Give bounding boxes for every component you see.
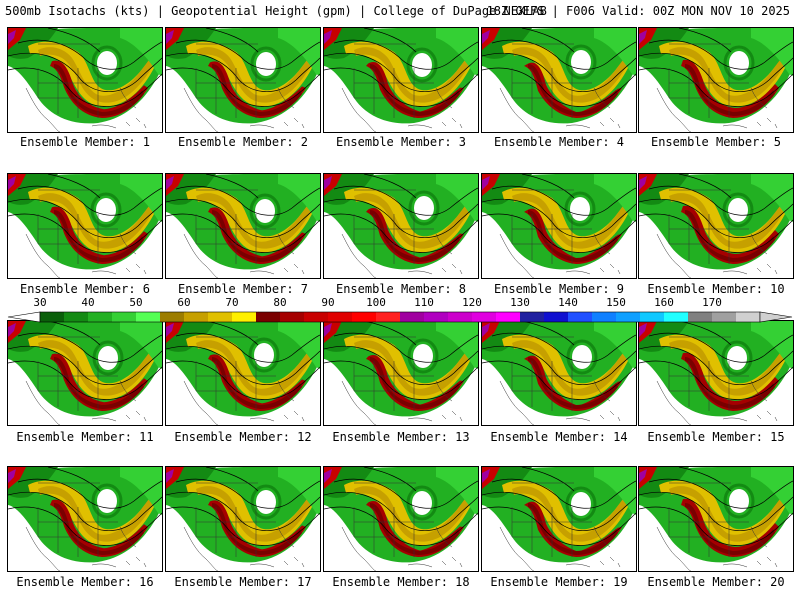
- ensemble-member-map: [165, 466, 321, 572]
- colorbar-swatch: [664, 312, 689, 322]
- colorbar-swatch: [688, 312, 713, 322]
- colorbar-tick-label: 130: [510, 296, 530, 309]
- colorbar-swatch: [376, 312, 401, 322]
- colorbar-tick-label: 160: [654, 296, 674, 309]
- ensemble-member-map: [323, 320, 479, 426]
- colorbar-swatch: [496, 312, 521, 322]
- colorbar-tick-label: 70: [225, 296, 239, 309]
- colorbar-swatch: [280, 312, 305, 322]
- ensemble-member-caption: Ensemble Member: 5: [650, 135, 782, 149]
- colorbar-tick-label: 30: [33, 296, 47, 309]
- colorbar-swatch: [544, 312, 569, 322]
- colorbar-swatch: [400, 312, 425, 322]
- ensemble-member-caption: Ensemble Member: 9: [493, 282, 625, 296]
- ensemble-member-caption: Ensemble Member: 8: [335, 282, 467, 296]
- product-title: 500mb Isotachs (kts) | Geopotential Heig…: [5, 4, 547, 18]
- ensemble-member-caption: Ensemble Member: 16: [16, 575, 154, 589]
- ensemble-member-map: [481, 466, 637, 572]
- colorbar-swatch: [136, 312, 161, 322]
- colorbar-tick-label: 40: [81, 296, 95, 309]
- ensemble-member-map: [638, 466, 794, 572]
- colorbar-swatch: [208, 312, 233, 322]
- ensemble-member-map: [481, 27, 637, 133]
- colorbar-labels: 30 40 50 60 70 80 90 100 110 120 130 140 150 160 170: [0, 296, 800, 318]
- ensemble-member-caption: Ensemble Member: 4: [493, 135, 625, 149]
- ensemble-member-caption: Ensemble Member: 19: [490, 575, 628, 589]
- ensemble-member-map: [165, 173, 321, 279]
- ensemble-member-map: [323, 27, 479, 133]
- colorbar-swatch: [448, 312, 473, 322]
- colorbar-swatch: [64, 312, 89, 322]
- colorbar-swatch: [112, 312, 137, 322]
- colorbar-swatch: [472, 312, 497, 322]
- ensemble-member-caption: Ensemble Member: 14: [490, 430, 628, 444]
- header: 500mb Isotachs (kts) | Geopotential Heig…: [0, 4, 800, 22]
- ensemble-member-map: [165, 27, 321, 133]
- ensemble-member-map: [481, 173, 637, 279]
- colorbar-swatch: [736, 312, 761, 322]
- ensemble-member-caption: Ensemble Member: 12: [174, 430, 312, 444]
- ensemble-member-caption: Ensemble Member: 6: [19, 282, 151, 296]
- colorbar-swatch: [304, 312, 329, 322]
- ensemble-member-caption: Ensemble Member: 13: [332, 430, 470, 444]
- colorbar-tick-label: 60: [177, 296, 191, 309]
- colorbar-swatch: [40, 312, 65, 322]
- ensemble-member-caption: Ensemble Member: 17: [174, 575, 312, 589]
- colorbar-swatch: [232, 312, 257, 322]
- ensemble-member-map: [638, 320, 794, 426]
- ensemble-member-caption: Ensemble Member: 18: [332, 575, 470, 589]
- colorbar: [7, 311, 793, 323]
- ensemble-member-caption: Ensemble Member: 11: [16, 430, 154, 444]
- colorbar-swatch: [592, 312, 617, 322]
- ensemble-member-map: [323, 173, 479, 279]
- ensemble-member-caption: Ensemble Member: 2: [177, 135, 309, 149]
- colorbar-tick-label: 140: [558, 296, 578, 309]
- colorbar-swatch: [352, 312, 377, 322]
- ensemble-member-map: [638, 173, 794, 279]
- colorbar-swatch: [88, 312, 113, 322]
- run-info: 18Z GEFS | F006 Valid: 00Z MON NOV 10 20…: [486, 4, 790, 18]
- colorbar-swatch: [328, 312, 353, 322]
- colorbar-tick-label: 150: [606, 296, 626, 309]
- ensemble-member-map: [7, 466, 163, 572]
- colorbar-tick-label: 80: [273, 296, 287, 309]
- ensemble-member-caption: Ensemble Member: 1: [19, 135, 151, 149]
- ensemble-member-map: [7, 27, 163, 133]
- ensemble-member-map: [7, 320, 163, 426]
- colorbar-tick-label: 170: [702, 296, 722, 309]
- colorbar-swatch: [256, 312, 281, 322]
- ensemble-member-caption: Ensemble Member: 20: [647, 575, 785, 589]
- colorbar-tick-label: 110: [414, 296, 434, 309]
- colorbar-swatch: [712, 312, 737, 322]
- colorbar-swatch: [616, 312, 641, 322]
- colorbar-tick-label: 90: [321, 296, 335, 309]
- colorbar-tick-label: 50: [129, 296, 143, 309]
- ensemble-member-map: [638, 27, 794, 133]
- colorbar-max-arrow: [759, 311, 793, 323]
- colorbar-swatch: [520, 312, 545, 322]
- ensemble-member-caption: Ensemble Member: 3: [335, 135, 467, 149]
- ensemble-member-caption: Ensemble Member: 7: [177, 282, 309, 296]
- ensemble-member-caption: Ensemble Member: 15: [647, 430, 785, 444]
- colorbar-swatch: [160, 312, 185, 322]
- ensemble-member-map: [481, 320, 637, 426]
- ensemble-member-map: [7, 173, 163, 279]
- ensemble-member-map: [165, 320, 321, 426]
- colorbar-swatch: [424, 312, 449, 322]
- colorbar-tick-label: 120: [462, 296, 482, 309]
- ensemble-member-caption: Ensemble Member: 10: [647, 282, 785, 296]
- colorbar-swatch: [640, 312, 665, 322]
- colorbar-swatch: [184, 312, 209, 322]
- ensemble-member-map: [323, 466, 479, 572]
- colorbar-swatch: [568, 312, 593, 322]
- colorbar-tick-label: 100: [366, 296, 386, 309]
